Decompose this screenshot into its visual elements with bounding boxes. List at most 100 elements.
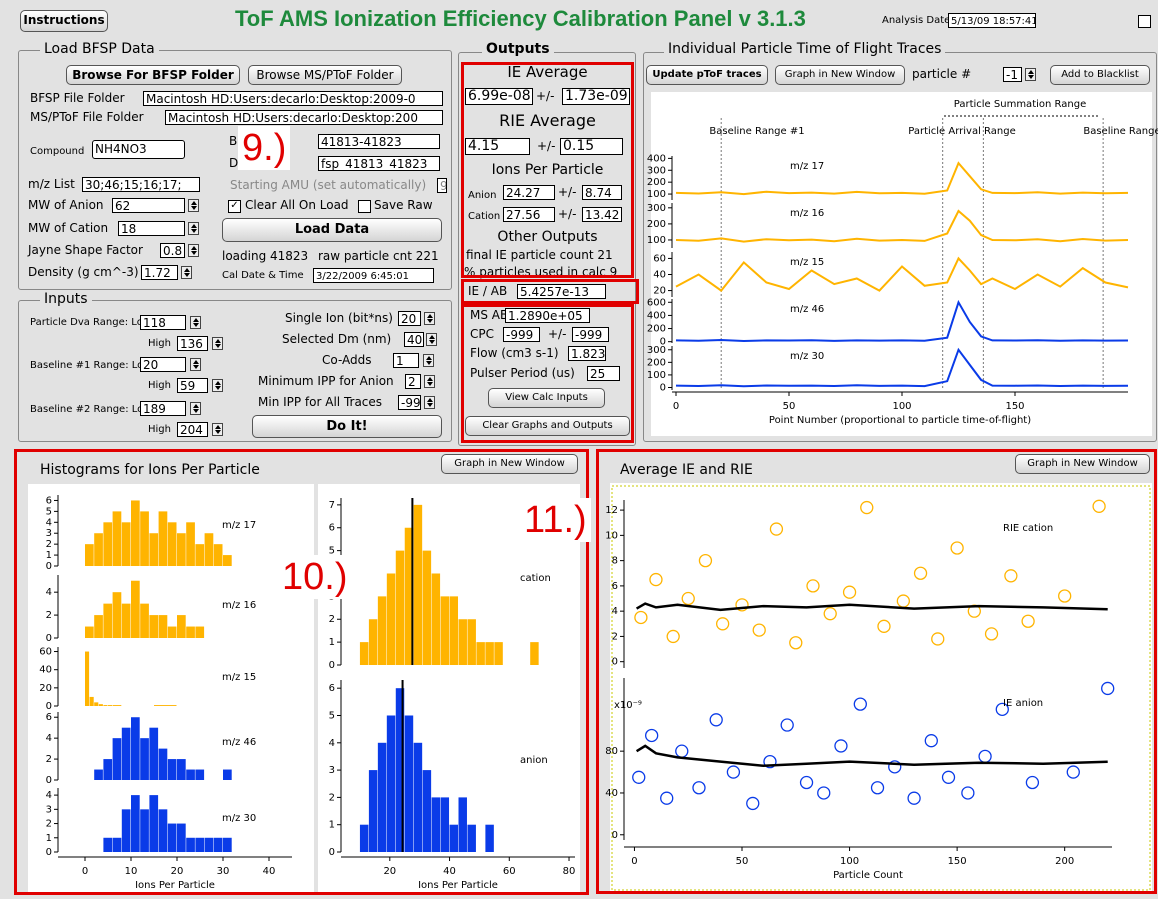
histogram-bar <box>167 823 177 852</box>
spinner[interactable] <box>212 337 223 350</box>
spinner[interactable] <box>212 379 223 392</box>
x-tick-label: 60 <box>503 866 516 877</box>
spinner[interactable] <box>423 354 434 367</box>
y-tick-label: 100 <box>647 189 666 200</box>
button[interactable]: Load Data <box>222 218 442 242</box>
histogram-bar <box>223 555 232 566</box>
text-field[interactable]: 5.4257e-13 <box>517 284 606 299</box>
label: MS/PToF File Folder <box>30 110 144 124</box>
histogram-bar <box>131 500 140 566</box>
histogram-bar <box>177 615 186 638</box>
histogram-bar <box>368 770 378 852</box>
button[interactable]: Update pToF traces <box>646 65 768 85</box>
text-field[interactable]: -999 <box>503 327 540 342</box>
text-field[interactable]: 1.73e-09 <box>562 88 630 105</box>
text-field[interactable]: Macintosh HD:Users:decarlo:Desktop:2009-… <box>143 91 443 106</box>
text-field[interactable]: 400 <box>404 332 424 347</box>
label: MW of Anion <box>28 198 104 212</box>
text-field[interactable]: 18 <box>118 221 185 236</box>
text-field[interactable]: -999 <box>572 327 609 342</box>
spinner[interactable] <box>190 316 201 329</box>
y-tick-label: 4 <box>46 517 52 528</box>
button[interactable]: Graph in New Window <box>775 65 905 85</box>
label: Other Outputs <box>497 229 598 245</box>
trace-line <box>675 161 1129 196</box>
scatter-point <box>817 786 831 800</box>
histogram-bar <box>158 511 168 566</box>
text-field[interactable]: 1.72 <box>141 265 178 280</box>
spinner[interactable] <box>424 312 435 325</box>
text-field[interactable]: 189 <box>140 401 186 416</box>
label: Particle Dva Range: Low <box>30 317 151 328</box>
spinner[interactable] <box>188 244 199 257</box>
label: BFSP File Folder <box>30 91 125 105</box>
text-field[interactable]: 27.56 <box>503 207 555 222</box>
y-tick-label: 5 <box>46 506 52 517</box>
spinner[interactable] <box>426 333 437 346</box>
spinner[interactable] <box>190 402 201 415</box>
annotation: 10.) <box>278 555 352 599</box>
text-field[interactable]: -99 <box>398 395 421 410</box>
text-field[interactable]: Macintosh HD:Users:decarlo:Desktop:200 <box>165 110 443 125</box>
text-field[interactable]: 20 <box>398 311 421 326</box>
checkbox[interactable] <box>358 200 371 213</box>
text-field[interactable]: 4.15 <box>465 138 530 155</box>
text-field[interactable]: 6.99e-08 <box>465 88 533 105</box>
scatter-point <box>842 585 857 599</box>
y-tick-label: 6 <box>46 495 52 506</box>
popup-menu[interactable]: NH4NO3 <box>92 140 185 159</box>
text-field[interactable]: 41813-41823 <box>318 134 440 149</box>
spinner[interactable] <box>188 199 199 212</box>
text-field[interactable]: 3/22/2009 6:45:01 <box>313 268 434 283</box>
button[interactable]: Graph in New Window <box>1015 454 1150 474</box>
histogram-bar <box>112 705 122 706</box>
text-field[interactable]: 25 <box>587 366 620 381</box>
spinner[interactable] <box>190 358 201 371</box>
button[interactable]: Graph in New Window <box>441 454 578 474</box>
text-field[interactable]: -1 <box>1003 67 1022 82</box>
histogram-bar <box>404 527 414 665</box>
text-field[interactable]: 118 <box>140 315 186 330</box>
text-field[interactable]: 204 <box>177 422 208 437</box>
text-field[interactable]: 1.2890e+05 <box>505 308 590 323</box>
spinner[interactable] <box>188 222 199 235</box>
button[interactable]: Do It! <box>252 415 442 438</box>
text-field[interactable]: 2 <box>405 374 421 389</box>
text-field[interactable]: 136 <box>177 336 208 351</box>
spinner[interactable] <box>424 396 435 409</box>
button[interactable]: Browse For BFSP Folder <box>66 65 240 85</box>
text-field[interactable]: 1 <box>393 353 419 368</box>
text-field[interactable]: 24.27 <box>503 185 555 200</box>
trace-label: m/z 16 <box>790 208 824 219</box>
label: Selected Dm (nm) <box>282 332 392 346</box>
spinner[interactable] <box>424 375 435 388</box>
text-field[interactable]: 59 <box>177 378 208 393</box>
text-field[interactable]: fsp_41813_41823 <box>318 156 440 171</box>
plot-label: m/z 16 <box>222 600 256 611</box>
group-title: Inputs <box>40 291 92 307</box>
spinner[interactable] <box>212 423 223 436</box>
button[interactable]: View Calc Inputs <box>488 388 605 408</box>
y-tick-label: 200 <box>647 324 666 335</box>
label: Cal Date & Time <box>222 270 304 281</box>
text-field[interactable]: 30;46;15;16;17; <box>82 177 200 192</box>
text-field[interactable]: 20 <box>140 357 186 372</box>
text-field[interactable]: 62 <box>112 198 185 213</box>
button[interactable]: Clear Graphs and Outputs <box>465 416 630 436</box>
checkbox[interactable] <box>1138 15 1151 28</box>
button[interactable]: Add to Blacklist <box>1050 65 1150 85</box>
button[interactable]: Browse MS/PToF Folder <box>248 65 402 85</box>
checkbox[interactable]: ✓ <box>228 200 241 213</box>
text-field[interactable]: 1.823 <box>568 346 606 361</box>
instructions-button[interactable]: Instructions <box>20 10 108 32</box>
text-field[interactable]: 8.74 <box>582 185 622 200</box>
text-field[interactable]: 0.15 <box>560 138 623 155</box>
spinner[interactable] <box>181 266 192 279</box>
text-field[interactable]: 0.8 <box>160 243 185 258</box>
analysis-field[interactable]: 5/13/09 18:57:41 <box>948 13 1036 28</box>
histogram-bar <box>158 615 168 638</box>
plot-frame <box>611 485 1151 891</box>
spinner[interactable] <box>1025 68 1036 81</box>
text-field[interactable]: 13.42 <box>582 207 622 222</box>
